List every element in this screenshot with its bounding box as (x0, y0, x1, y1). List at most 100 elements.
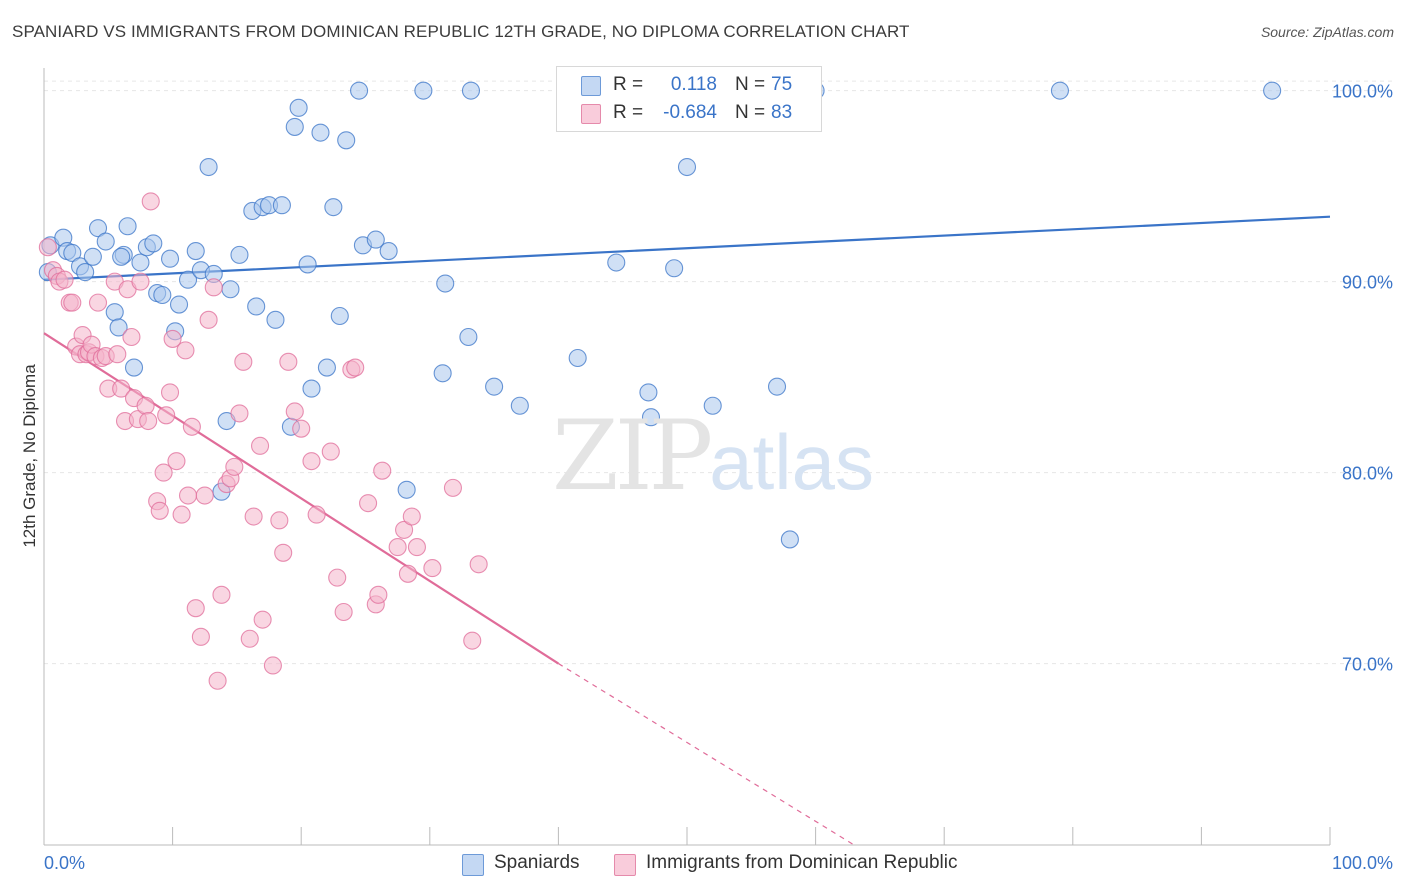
point-dominican (225, 457, 244, 476)
watermark: ZIPatlas (552, 400, 874, 512)
point-dominican (407, 538, 426, 557)
series-legend: Spaniards Immigrants from Dominican Repu… (0, 852, 1406, 876)
point-dominican (176, 341, 195, 360)
point-dominican (328, 568, 347, 587)
point-spaniards (285, 117, 304, 136)
point-spaniards (88, 219, 108, 238)
point-dominican (398, 564, 417, 583)
point-spaniards (144, 234, 163, 253)
point-dominican (141, 192, 160, 211)
point-spaniards (83, 247, 102, 266)
point-spaniards (311, 123, 330, 142)
point-spaniards (112, 247, 131, 266)
x-tick-label: 0.0% (44, 853, 85, 873)
point-spaniards (230, 245, 249, 264)
point-dominican (172, 505, 191, 524)
point-dominican (346, 358, 365, 377)
point-dominican (160, 383, 180, 402)
point-dominican (208, 671, 227, 690)
point-dominican (334, 602, 353, 622)
point-dominican (395, 520, 414, 539)
point-spaniards (317, 358, 336, 377)
point-dominican (253, 610, 272, 629)
point-spaniards (379, 242, 398, 261)
point-spaniards (780, 530, 799, 549)
point-spaniards (677, 157, 697, 177)
r-label: R = (613, 74, 644, 95)
point-spaniards (124, 358, 144, 377)
point-dominican (234, 352, 253, 371)
point-spaniards (607, 253, 626, 272)
n-value: 75 (771, 74, 793, 95)
point-spaniards (266, 310, 285, 329)
point-spaniards (568, 348, 587, 368)
point-spaniards (160, 249, 180, 268)
point-dominican (230, 404, 249, 423)
point-dominican (150, 501, 169, 520)
stats-legend: R = 0.118 N = 75 R = -0.684 N = 83 (556, 66, 822, 132)
point-spaniards (350, 81, 369, 100)
point-spaniards (436, 274, 455, 293)
point-spaniards (459, 327, 478, 347)
point-dominican (204, 278, 223, 297)
point-dominican (139, 411, 158, 431)
point-spaniards (366, 230, 385, 249)
chart-title: SPANIARD VS IMMIGRANTS FROM DOMINICAN RE… (12, 22, 910, 41)
point-dominican (292, 419, 311, 438)
stats-row-spaniards: R = 0.118 N = 75 (557, 71, 821, 101)
point-dominican (279, 352, 298, 371)
point-dominican (240, 629, 259, 648)
point-spaniards (178, 270, 198, 289)
point-spaniards (665, 259, 684, 278)
legend-label: Immigrants from Dominican Republic (646, 852, 958, 873)
trendline-spaniards (43, 215, 1331, 281)
point-dominican (359, 494, 378, 513)
point-dominican (136, 396, 155, 415)
point-dominican (285, 402, 304, 421)
grid-lines (44, 80, 1392, 665)
point-spaniards (96, 232, 115, 251)
n-label: N = (735, 102, 766, 123)
point-dominican (38, 238, 57, 257)
point-dominican (307, 505, 326, 524)
point-dominican (131, 272, 150, 291)
point-dominican (182, 417, 201, 436)
point-spaniards (337, 131, 356, 150)
point-dominican (274, 543, 293, 562)
legend-label: Spaniards (494, 852, 580, 873)
legend-swatch-pink (614, 854, 636, 876)
tick-labels: 70.0% 80.0% 90.0% 100.0% 0.0% 100.0% (44, 82, 1393, 873)
source-credit: Source: ZipAtlas.com (1260, 24, 1394, 40)
point-dominican (388, 538, 407, 557)
point-spaniards (414, 81, 433, 100)
point-spaniards (641, 408, 661, 427)
n-value: 83 (771, 102, 793, 123)
y-tick-label: 70.0% (1342, 655, 1393, 675)
point-dominican (270, 511, 289, 530)
point-spaniards (186, 242, 205, 261)
point-spaniards (510, 396, 529, 415)
point-dominican (199, 310, 218, 329)
point-dominican (402, 507, 421, 526)
point-dominican (212, 585, 231, 604)
point-spaniards (105, 303, 124, 322)
trendline-dominican-extension (558, 663, 855, 846)
point-dominican (157, 406, 176, 425)
axes (43, 68, 1331, 846)
stats-row-dominican: R = -0.684 N = 83 (557, 99, 821, 129)
point-dominican (186, 599, 205, 618)
point-spaniards (1050, 81, 1069, 100)
r-value: 0.118 (670, 74, 717, 95)
trend-lines (43, 215, 1331, 846)
point-dominican (263, 656, 282, 675)
point-dominican (112, 379, 131, 398)
point-spaniards (76, 263, 95, 282)
point-spaniards (109, 318, 128, 337)
point-dominican (302, 452, 321, 471)
point-spaniards (63, 243, 82, 263)
y-tick-label: 100.0% (1332, 82, 1393, 102)
point-dominican (369, 585, 388, 604)
legend-swatch-blue (581, 76, 601, 96)
point-spaniards (199, 157, 218, 177)
